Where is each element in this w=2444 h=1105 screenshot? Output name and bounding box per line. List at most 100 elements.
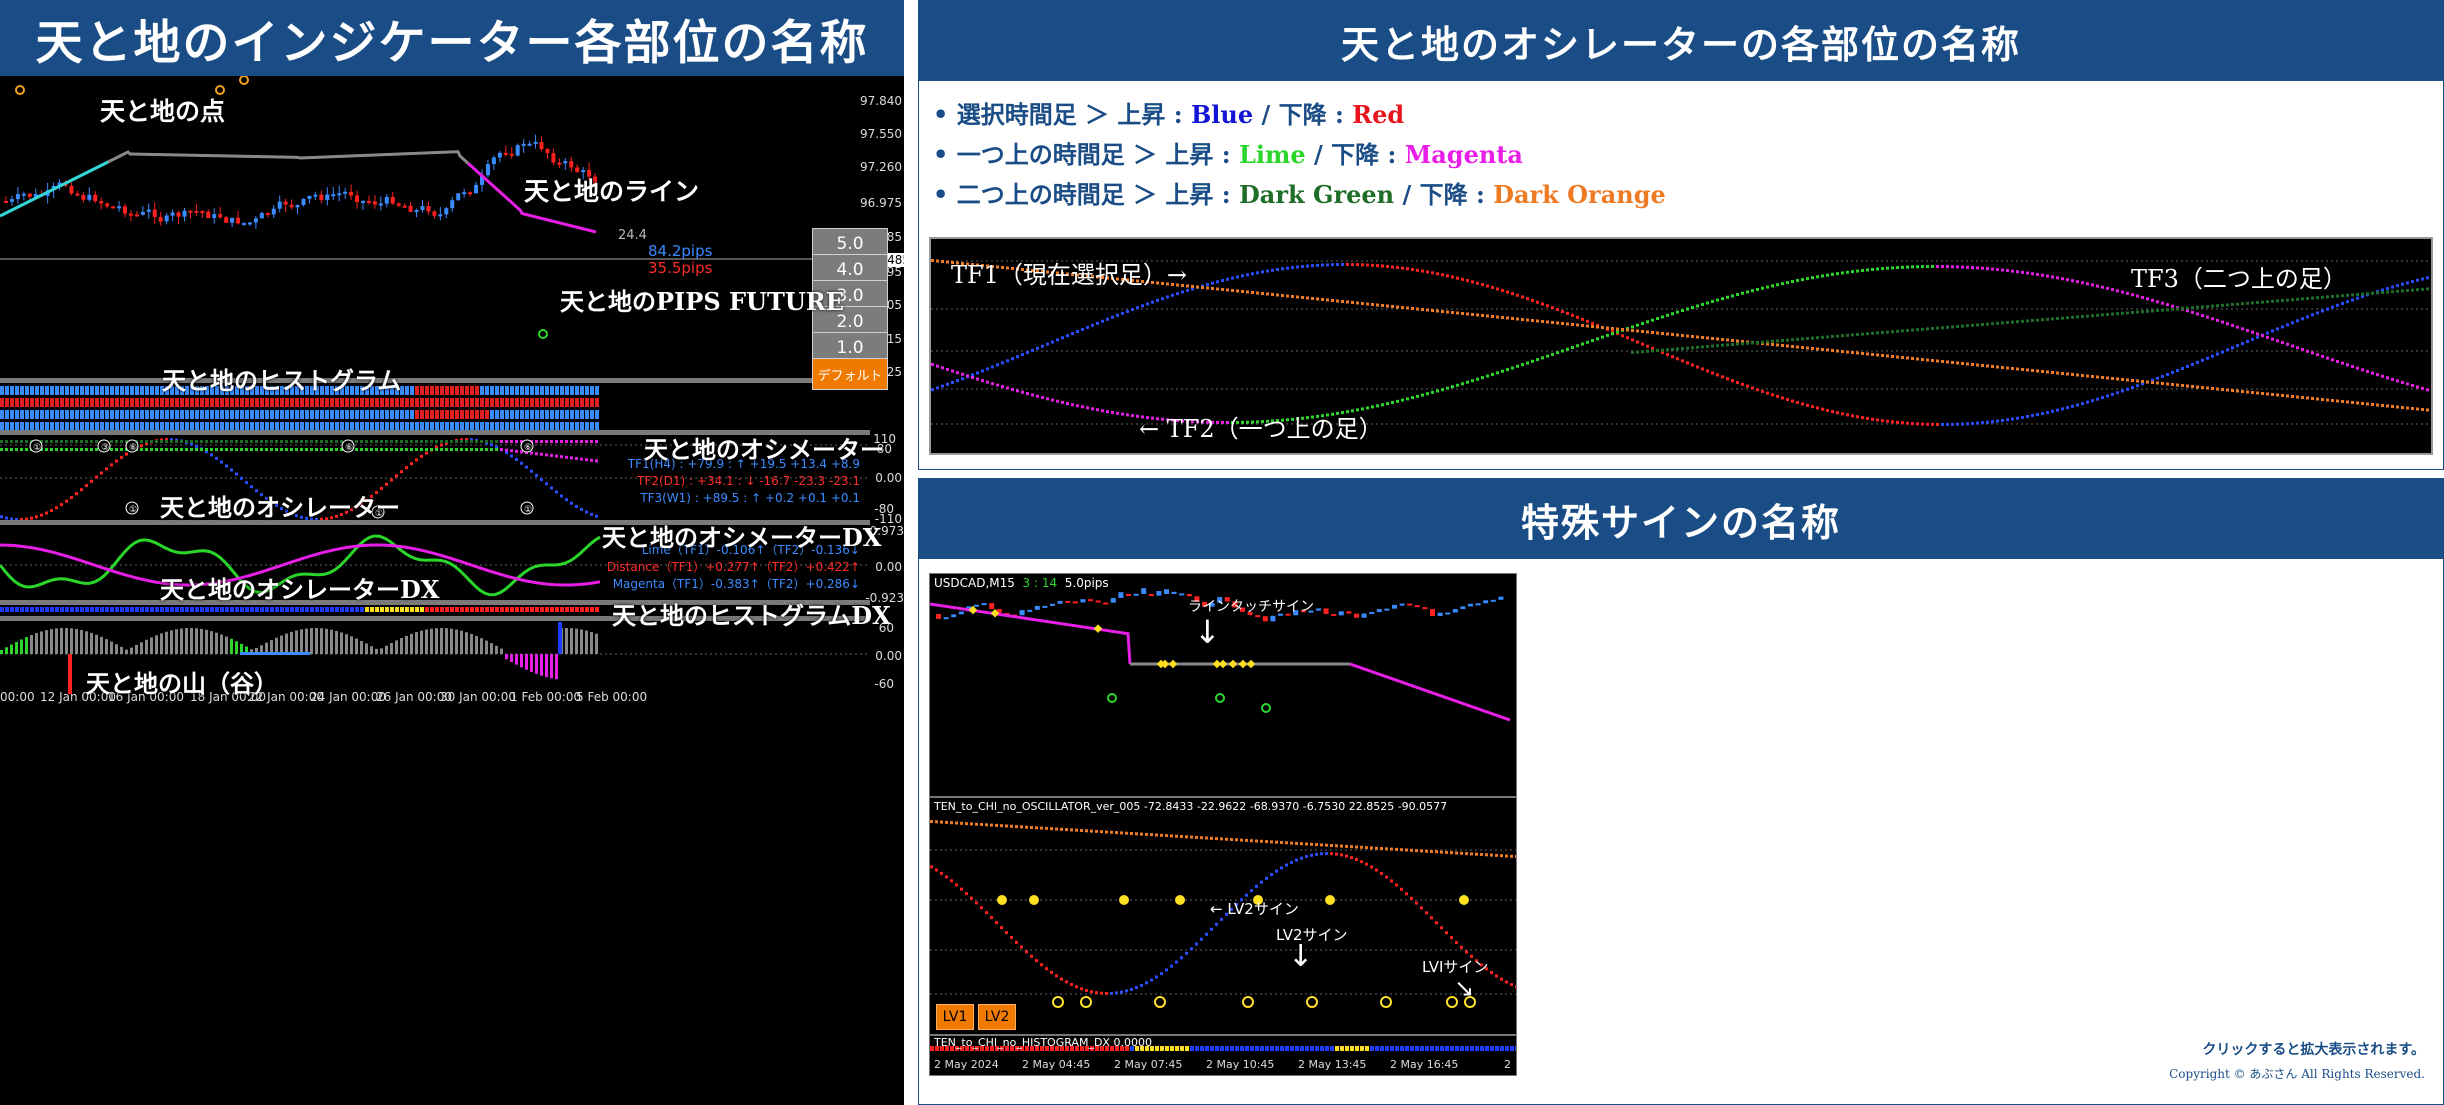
example-tf3-dot — [961, 262, 964, 265]
example-tf1-dot — [1261, 270, 1264, 274]
sign-osc-tf1 — [1300, 856, 1303, 860]
candle-body — [283, 201, 288, 205]
histogram-cell — [170, 386, 174, 395]
example-tf3-up-dot — [2166, 308, 2169, 312]
example-tf2-dot — [1471, 379, 1474, 383]
osc-dot-tf3 — [75, 440, 78, 443]
example-tf1-dot — [1501, 288, 1504, 292]
example-tf2-dot — [1201, 420, 1204, 424]
example-tf2-dot — [1001, 385, 1004, 389]
mountain-bar — [50, 629, 53, 654]
histogram-cell — [130, 398, 134, 407]
example-tf2-dot — [1936, 265, 1939, 269]
histogram-cell — [480, 398, 484, 407]
example-tf3-dot — [2201, 386, 2204, 389]
osc-example-chart[interactable]: TF1（現在選択足）→ ← TF2（一つ上の足） TF3（二つ上の足） — [929, 237, 2433, 455]
candle-body — [331, 194, 336, 197]
default-button[interactable]: デフォルト — [812, 358, 888, 390]
sign-histdx-cell — [1030, 1046, 1034, 1051]
sign-osc-tf1 — [1320, 852, 1323, 856]
sign-histdx-cell — [970, 1046, 974, 1051]
histogram-cell — [280, 398, 284, 407]
example-tf3-dot — [2281, 394, 2284, 397]
sign-histdx-cell — [1495, 1046, 1499, 1051]
example-tf3-up-dot — [1901, 329, 1904, 333]
sign-candle — [1407, 603, 1413, 606]
example-tf3-up-dot — [2361, 292, 2364, 296]
ma-line-up — [0, 159, 111, 218]
example-tf1-dot — [2001, 418, 2004, 422]
histogram-cell — [220, 422, 224, 431]
osc-dot-tf3 — [195, 440, 198, 443]
histogram-cell — [170, 410, 174, 419]
sign-histdx-cell — [1090, 1046, 1094, 1051]
separator-histdx — [0, 616, 870, 621]
osc-axis: 110 80 0.00 -80 -110 — [872, 432, 904, 526]
osc-dot-tf3 — [290, 440, 293, 443]
example-tf3-dot — [1296, 295, 1299, 299]
example-tf3-dot — [986, 264, 989, 268]
example-tf2-dot — [1856, 269, 1859, 273]
example-tf3-up-dot — [1651, 349, 1654, 353]
sign-osc-tf3 — [1010, 824, 1013, 828]
histogram-cell — [295, 410, 299, 419]
example-tf3-dot — [1956, 361, 1959, 365]
histdx-cell — [190, 607, 194, 612]
osc-dot-tf2 — [555, 454, 558, 458]
example-tf3-up-dot — [2111, 312, 2114, 316]
example-tf1-dot — [1186, 288, 1189, 292]
example-tf3-dot — [2316, 397, 2319, 401]
example-tf3-dot — [1271, 293, 1274, 296]
sign-histdx-cell — [1080, 1046, 1084, 1051]
example-tf3-up-dot — [2031, 319, 2034, 322]
histogram-cell — [575, 422, 579, 431]
osc-dot-tf2 — [280, 448, 283, 451]
histdx-cell — [255, 607, 259, 612]
example-tf2-dot — [2116, 289, 2119, 293]
sign-histdx-cell — [1460, 1046, 1464, 1051]
lv2-button[interactable]: LV2 — [978, 1004, 1016, 1030]
sign-osc-tf3 — [1515, 855, 1516, 859]
histdx-cell — [225, 607, 229, 612]
example-tf3-dot — [1896, 355, 1899, 359]
histdx-cell — [105, 607, 109, 612]
example-tf1-dot — [1426, 270, 1429, 274]
example-tf3-dot — [1441, 310, 1444, 313]
example-tf3-dot — [2311, 397, 2314, 400]
example-tf3-dot — [1816, 347, 1819, 351]
histogram-cell — [260, 386, 264, 395]
osc-dot-tf2 — [50, 448, 53, 451]
osc-marker — [520, 501, 534, 515]
osc-dot-tf1 — [340, 513, 343, 517]
example-tf1-dot — [936, 386, 939, 390]
example-tf2-dot — [1996, 268, 1999, 272]
example-tf2-dot — [1316, 414, 1319, 418]
osc-dot-tf2 — [215, 448, 218, 451]
example-tf1-dot — [1591, 321, 1594, 325]
signs-time-tick: 2 May 10:45 — [1206, 1058, 1275, 1071]
lv1-button[interactable]: LV1 — [936, 1004, 974, 1030]
example-tf3-dot — [1951, 361, 1954, 364]
sign-histdx-cell — [945, 1046, 949, 1051]
example-tf1-dot — [1291, 266, 1294, 270]
example-tf3-up-dot — [1846, 333, 1849, 337]
example-tf1-dot — [1926, 422, 1929, 426]
dx-lime-readout: Lime（TF1）-0.106↑（TF2）-0.136↓ — [641, 543, 860, 557]
example-tf3-up-dot — [2051, 317, 2054, 321]
sign-histdx-cell — [1180, 1046, 1184, 1051]
signs-chart[interactable]: USDCAD,M15 3 : 14 5.0pips ラインタッチサイン ↓ TE… — [929, 573, 1517, 1076]
example-tf2-dot — [1956, 265, 1959, 269]
example-tf3-dot — [2226, 388, 2229, 392]
example-tf3-dot — [1326, 298, 1329, 302]
example-tf3-dot — [1021, 268, 1024, 271]
example-tf3-up-dot — [2061, 316, 2064, 320]
example-tf1-dot — [1521, 295, 1524, 299]
histdx-cell — [485, 607, 489, 612]
histogram-cell — [350, 386, 354, 395]
example-tf2-dot — [1741, 291, 1744, 295]
histogram-cell — [40, 410, 44, 419]
sign-histdx-cell — [1340, 1046, 1344, 1051]
sign-osc-tf3 — [1405, 848, 1408, 852]
example-tf1-dot — [1411, 268, 1414, 272]
